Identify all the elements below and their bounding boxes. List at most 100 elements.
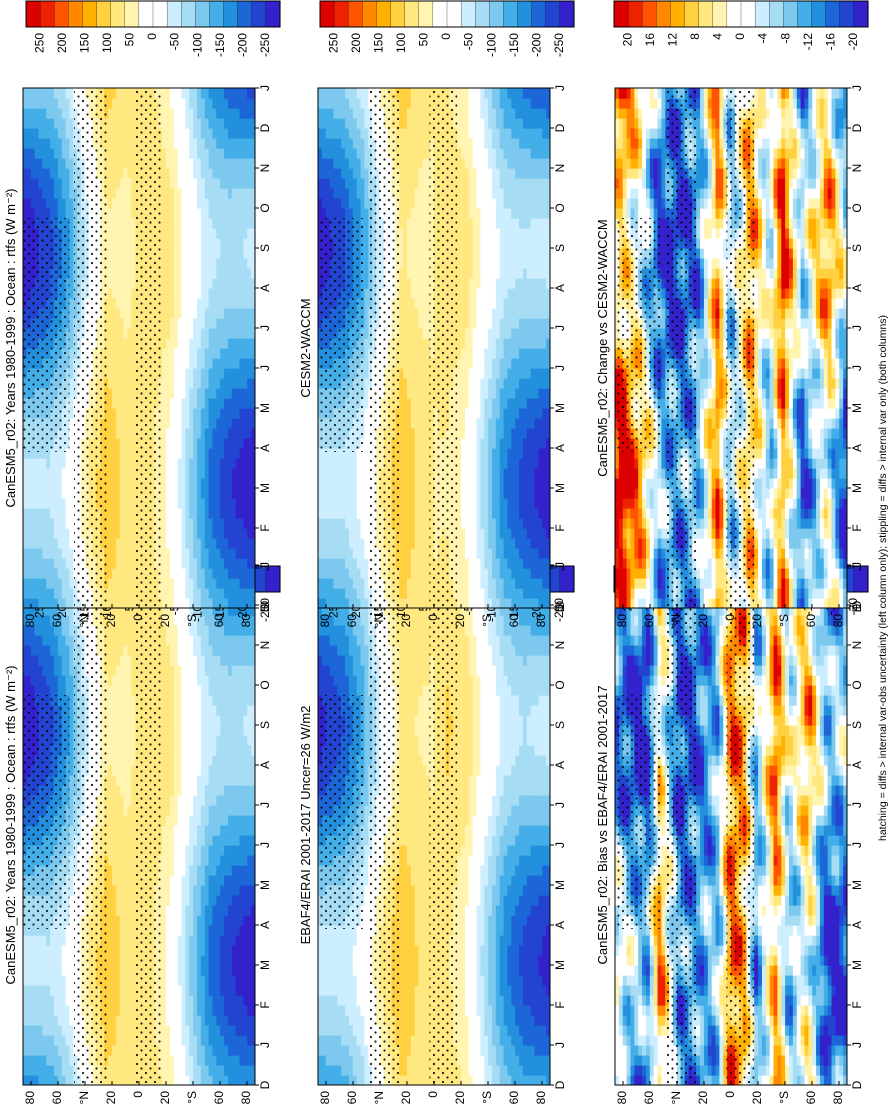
heatmap-cell: [115, 1005, 121, 1016]
heatmap-cell: [197, 1015, 202, 1026]
heatmap-cell: [216, 468, 221, 479]
heatmap-cell: [212, 438, 217, 449]
heatmap-cell: [208, 338, 214, 349]
heatmap-cell: [220, 765, 225, 776]
heatmap-cell: [216, 518, 221, 529]
heatmap-cell: [189, 955, 194, 966]
heatmap-cell: [46, 1025, 51, 1036]
heatmap-cell: [197, 478, 202, 489]
heatmap-cell: [189, 625, 194, 636]
heatmap-cell: [46, 925, 51, 936]
heatmap-cell: [200, 825, 206, 836]
heatmap-cell: [162, 675, 167, 686]
heatmap-cell: [193, 548, 198, 559]
heatmap-cell: [208, 895, 214, 906]
heatmap-cell: [235, 538, 241, 549]
heatmap-cell: [243, 568, 248, 579]
heatmap-cell: [69, 955, 74, 966]
heatmap-cell: [127, 745, 132, 756]
heatmap-cell: [185, 528, 190, 539]
heatmap-cell: [69, 685, 74, 696]
heatmap-cell: [235, 635, 241, 646]
heatmap-cell: [181, 368, 186, 379]
heatmap-cell: [166, 825, 171, 836]
heatmap-cell: [169, 885, 175, 896]
heatmap-cell: [197, 1065, 202, 1076]
heatmap-cell: [224, 508, 229, 519]
heatmap-cell: [57, 665, 63, 676]
heatmap-cell: [127, 735, 132, 746]
heatmap-cell: [111, 488, 117, 499]
heatmap-cell: [162, 785, 167, 796]
heatmap-cell: [38, 578, 43, 589]
heatmap-cell: [220, 735, 225, 746]
heatmap-cell: [181, 578, 186, 589]
heatmap-cell: [189, 1015, 194, 1026]
heatmap-cell: [57, 1065, 63, 1076]
heatmap-cell: [173, 635, 179, 646]
heatmap-cell: [65, 955, 70, 966]
heatmap-cell: [200, 925, 206, 936]
heatmap-cell: [235, 558, 241, 569]
heatmap-cell: [119, 845, 125, 856]
heatmap-cell: [220, 448, 225, 459]
heatmap-cell: [239, 855, 244, 866]
heatmap-cell: [212, 548, 217, 559]
heatmap-cell: [166, 328, 171, 339]
heatmap-cell: [212, 528, 217, 539]
heatmap-cell: [216, 675, 221, 686]
heatmap-cell: [239, 438, 244, 449]
heatmap-cell: [61, 625, 67, 636]
heatmap-cell: [197, 518, 202, 529]
heatmap-cell: [185, 348, 190, 359]
heatmap-cell: [30, 578, 36, 589]
heatmap-cell: [216, 935, 221, 946]
heatmap-cell: [216, 558, 221, 569]
heatmap-cell: [235, 625, 241, 636]
heatmap-cell: [216, 338, 221, 349]
heatmap-cell: [220, 665, 225, 676]
heatmap-cell: [251, 675, 255, 686]
heatmap-cell: [243, 368, 248, 379]
heatmap-cell: [162, 755, 167, 766]
heatmap-cell: [231, 1025, 237, 1036]
heatmap-cell: [111, 785, 117, 796]
heatmap-cell: [181, 835, 186, 846]
heatmap-cell: [173, 645, 179, 656]
heatmap-cell: [212, 328, 217, 339]
heatmap-cell: [108, 368, 113, 379]
heatmap-cell: [26, 625, 32, 636]
heatmap-cell: [200, 835, 206, 846]
heatmap-cell: [227, 458, 233, 469]
heatmap-cell: [208, 398, 214, 409]
heatmap-cell: [115, 875, 121, 886]
heatmap-cell: [204, 765, 210, 776]
heatmap-cell: [227, 775, 233, 786]
heatmap-cell: [177, 635, 183, 646]
heatmap-cell: [197, 755, 202, 766]
heatmap-cell: [169, 845, 175, 856]
heatmap-cell: [53, 458, 59, 469]
heatmap-cell: [181, 815, 186, 826]
heatmap-cell: [212, 775, 217, 786]
heatmap-cell: [166, 528, 171, 539]
heatmap-cell: [243, 625, 248, 636]
heatmap-cell: [30, 1015, 36, 1026]
heatmap-cell: [162, 885, 167, 896]
heatmap-cell: [123, 568, 128, 579]
heatmap-cell: [57, 498, 63, 509]
heatmap-cell: [185, 715, 190, 726]
heatmap-cell: [108, 685, 113, 696]
heatmap-cell: [197, 685, 202, 696]
heatmap-cell: [127, 498, 132, 509]
heatmap-cell: [208, 358, 214, 369]
heatmap-cell: [247, 815, 252, 826]
heatmap-cell: [185, 995, 190, 1006]
heatmap-cell: [197, 1035, 202, 1046]
heatmap-cell: [38, 985, 43, 996]
heatmap-cell: [193, 645, 198, 656]
heatmap-cell: [69, 725, 74, 736]
heatmap-cell: [212, 765, 217, 776]
heatmap-cell: [193, 755, 198, 766]
heatmap-cell: [173, 855, 179, 866]
